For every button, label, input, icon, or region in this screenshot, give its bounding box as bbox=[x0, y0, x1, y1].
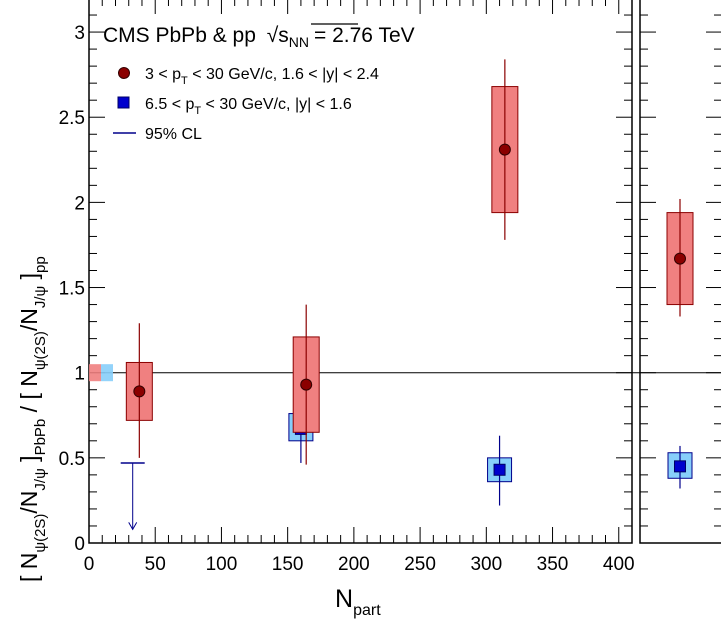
x-tick-label: 0 bbox=[84, 554, 95, 575]
data-point bbox=[300, 378, 313, 391]
x-tick-label: 300 bbox=[470, 554, 502, 575]
data-point bbox=[674, 460, 686, 473]
global-uncertainty-box bbox=[89, 364, 101, 382]
sqrt-symbol: √ bbox=[267, 24, 279, 47]
x-tick-label: 150 bbox=[272, 554, 304, 575]
global-uncertainty-boxes bbox=[89, 364, 113, 382]
data-points bbox=[120, 59, 694, 531]
y-tick-label: 2.5 bbox=[59, 108, 85, 129]
energy-s: s bbox=[278, 24, 289, 47]
legend-label-mid: 6.5 < pT < 30 GeV/c, |y| < 1.6 bbox=[145, 96, 352, 117]
data-point bbox=[674, 252, 686, 265]
x-tick-label: 100 bbox=[206, 554, 238, 575]
data-point bbox=[493, 463, 506, 476]
tick-labels: 0 50 100 150 200 250 300 350 400 0 0.5 1 1.5 2 2.5 3 bbox=[59, 23, 635, 575]
energy-value: = 2.76 TeV bbox=[314, 24, 415, 47]
x-tick-label: 50 bbox=[145, 554, 166, 575]
y-tick-label: 0 bbox=[74, 534, 85, 555]
data-point bbox=[133, 385, 146, 398]
y-axis-title: [ Nψ(2S)/NJ/ψ ]PbPb / [ Nψ(2S)/NJ/ψ ]pp bbox=[16, 256, 49, 582]
legend-label-cl: 95% CL bbox=[145, 126, 202, 143]
data-point bbox=[498, 143, 511, 156]
chart-title-text: CMS PbPb & pp bbox=[103, 24, 256, 47]
chart-title: CMS PbPb & pp √sNN = 2.76 TeV bbox=[103, 24, 415, 50]
x-tick-label: 200 bbox=[338, 554, 370, 575]
global-uncertainty-box bbox=[101, 364, 113, 382]
axis-ticks bbox=[88, 0, 721, 544]
legend-label-fwd: 3 < pT < 30 GeV/c, 1.6 < |y| < 2.4 bbox=[145, 66, 379, 87]
legend-marker-mid bbox=[117, 96, 130, 109]
legend: 3 < pT < 30 GeV/c, 1.6 < |y| < 2.4 6.5 <… bbox=[113, 66, 379, 143]
y-tick-label: 0.5 bbox=[59, 449, 85, 470]
y-tick-label: 2 bbox=[74, 193, 85, 214]
x-tick-label: 350 bbox=[537, 554, 569, 575]
y-tick-label: 1 bbox=[74, 364, 85, 385]
y-tick-label: 1.5 bbox=[59, 279, 85, 300]
energy-sub: NN bbox=[289, 34, 309, 50]
x-tick-label: 250 bbox=[404, 554, 436, 575]
x-tick-label: 400 bbox=[603, 554, 635, 575]
x-axis-title: Npart bbox=[335, 585, 381, 619]
upper-limit-arrow-head bbox=[128, 522, 138, 531]
y-tick-label: 3 bbox=[74, 23, 85, 44]
legend-marker-fwd bbox=[118, 67, 130, 79]
